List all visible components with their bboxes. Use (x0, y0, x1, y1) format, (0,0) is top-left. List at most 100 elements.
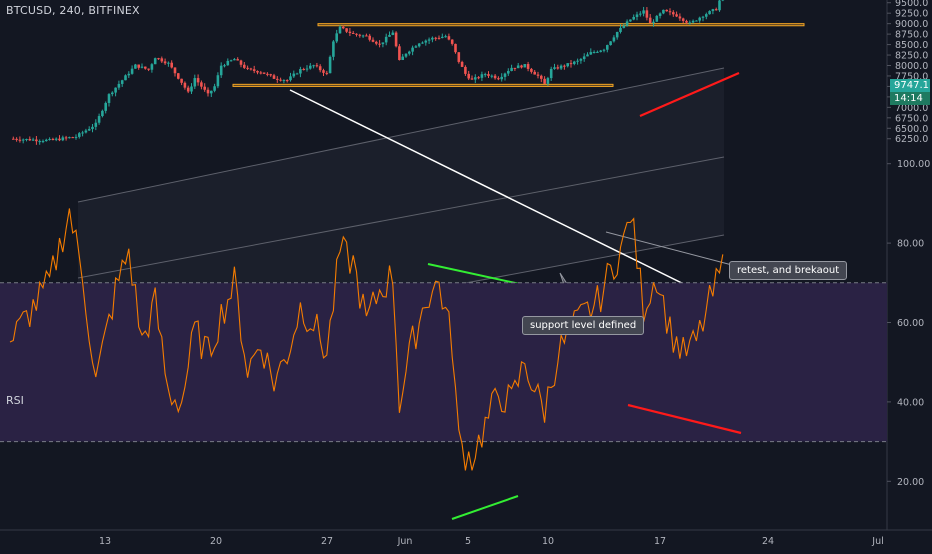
candle-body (401, 57, 404, 60)
candle-body (418, 44, 421, 47)
candle-body (88, 129, 91, 130)
candle-body (576, 61, 579, 62)
candle-body (167, 63, 170, 64)
candle-body (623, 26, 626, 28)
candle-body (362, 35, 365, 36)
candle-body (484, 74, 487, 75)
candle-body (675, 14, 678, 16)
candle-body (108, 94, 111, 103)
candle-body (233, 59, 236, 60)
candle-body (220, 66, 223, 76)
candle-body (547, 78, 550, 84)
candle-body (619, 28, 622, 32)
candle-body (197, 78, 200, 82)
candle-body (494, 76, 497, 79)
candle-body (144, 67, 147, 69)
candle-body (557, 67, 560, 68)
candle-body (586, 54, 589, 56)
candle-body (550, 69, 553, 78)
candle-body (632, 17, 635, 20)
candle-body (365, 35, 368, 36)
candle-body (530, 69, 533, 72)
candle-body (563, 66, 566, 67)
candle-body (250, 68, 253, 69)
symbol-header: BTCUSD, 240, BITFINEX (6, 4, 140, 17)
candle-body (279, 80, 282, 81)
candle-body (415, 46, 418, 47)
callout-support-level[interactable]: support level defined (522, 316, 644, 335)
candle-body (646, 10, 649, 17)
candle-body (504, 74, 507, 77)
candle-body (467, 74, 470, 79)
candle-body (382, 42, 385, 44)
candle-body (461, 62, 464, 67)
price-tick-label: 8250.0 (895, 51, 928, 62)
candle-body (712, 9, 715, 11)
candle-body (131, 69, 134, 74)
candle-body (190, 86, 193, 91)
candle-body (283, 80, 286, 81)
candle-body (431, 38, 434, 40)
candle-body (266, 74, 269, 75)
candle-body (441, 37, 444, 38)
candle-body (599, 51, 602, 52)
candle-body (203, 87, 206, 90)
candle-body (626, 21, 629, 25)
candle-body (207, 90, 210, 94)
candle-body (329, 57, 332, 73)
callout-retest-breakout[interactable]: retest, and brekaout (729, 261, 847, 280)
candle-body (497, 78, 500, 79)
candle-body (392, 33, 395, 35)
candle-body (583, 56, 586, 59)
candle-body (227, 61, 230, 65)
candle-body (253, 69, 256, 71)
candle-body (55, 139, 58, 140)
candle-body (161, 58, 164, 61)
candle-body (29, 139, 32, 140)
candle-body (141, 67, 144, 68)
rsi-bullish-line (452, 496, 518, 519)
candle-body (520, 65, 523, 67)
rsi-tick-label: 20.00 (897, 477, 924, 488)
candle-body (25, 139, 28, 140)
candle-body (481, 74, 484, 78)
candle-body (45, 140, 48, 141)
candle-body (359, 35, 362, 36)
candle-body (395, 33, 398, 47)
candle-body (289, 76, 292, 80)
price-tick-label: 9000.0 (895, 19, 928, 30)
candle-body (65, 137, 68, 138)
candle-body (309, 66, 312, 69)
candle-body (62, 137, 65, 140)
candle-body (464, 67, 467, 74)
candle-body (372, 40, 375, 42)
candle-body (111, 93, 114, 95)
candle-body (299, 69, 302, 73)
candle-body (649, 18, 652, 23)
candle-body (510, 68, 513, 71)
candle-body (448, 36, 451, 39)
candle-body (590, 52, 593, 54)
candle-body (332, 41, 335, 56)
candle-body (507, 71, 510, 74)
last-price-tag: 9747.1 (890, 79, 930, 92)
candle-body (38, 141, 41, 142)
candle-body (642, 10, 645, 13)
time-tick-label: 20 (210, 536, 222, 547)
candle-body (566, 63, 569, 66)
candle-body (19, 140, 22, 141)
candle-body (527, 64, 530, 69)
candle-body (137, 65, 140, 68)
candle-body (368, 36, 371, 40)
candle-body (121, 80, 124, 84)
candle-body (322, 70, 325, 73)
candle-body (184, 83, 187, 88)
price-tick-label: 8750.0 (895, 30, 928, 41)
candle-body (35, 140, 38, 142)
time-tick-label: 24 (762, 536, 774, 547)
candle-body (656, 16, 659, 22)
candle-body (451, 40, 454, 44)
candle-body (428, 39, 431, 40)
candle-body (134, 65, 137, 69)
candle-body (477, 77, 480, 78)
